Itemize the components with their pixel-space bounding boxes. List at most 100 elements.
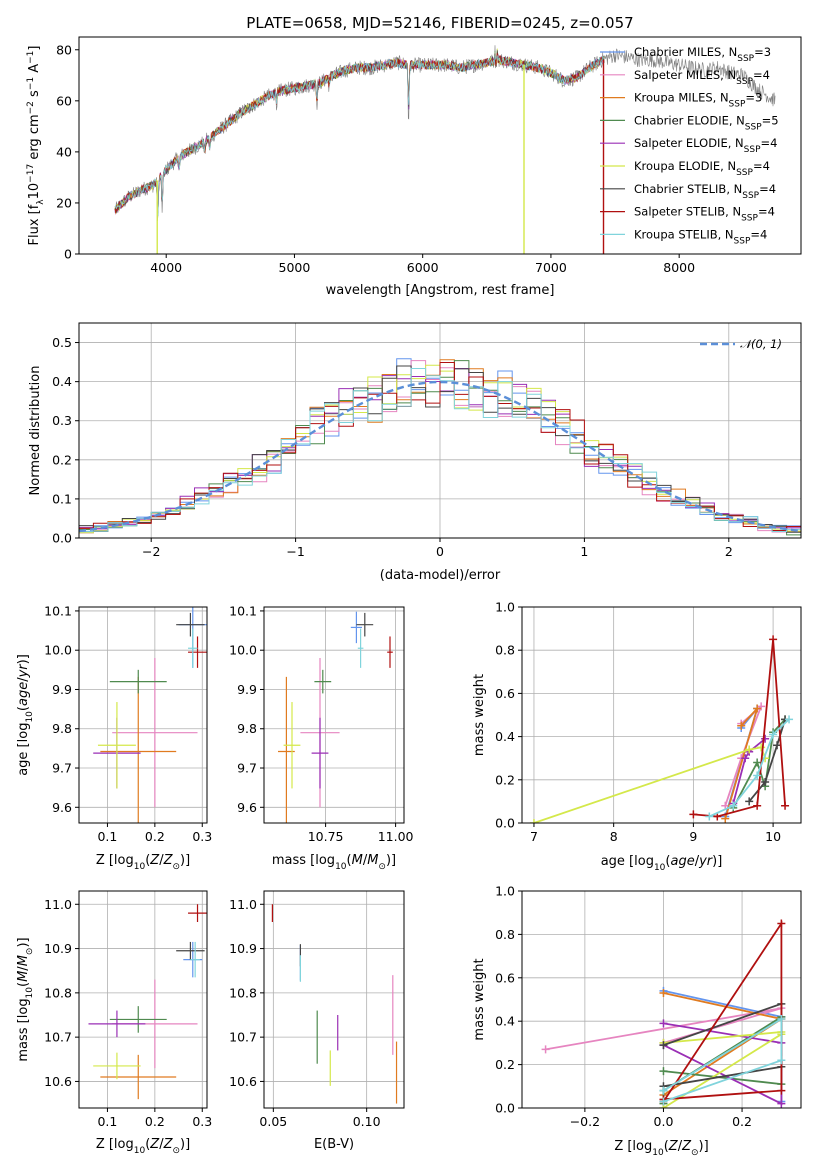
x-tick-label: −1 bbox=[286, 544, 304, 559]
x-tick-label: 0 bbox=[436, 544, 444, 559]
label-part: =4 bbox=[759, 182, 776, 196]
x-tick-label: 0.0 bbox=[654, 1114, 674, 1129]
label-part: )] bbox=[180, 1137, 190, 1152]
weight-series-line bbox=[533, 746, 766, 823]
y-tick-label: 1.0 bbox=[495, 600, 515, 615]
x-tick-label: 0.05 bbox=[259, 1114, 287, 1129]
label-part: 10 bbox=[652, 1148, 664, 1158]
label-part: s bbox=[27, 90, 42, 101]
weight-marker bbox=[729, 801, 738, 810]
y-tick-label: 0.0 bbox=[495, 816, 515, 831]
label-part: −1 bbox=[26, 77, 36, 90]
weight-marker bbox=[773, 741, 782, 750]
label-part: M bbox=[16, 955, 31, 966]
label-part: )] bbox=[712, 854, 722, 869]
y-tick-label: 60 bbox=[56, 93, 72, 108]
x-tick-label: −2 bbox=[142, 544, 160, 559]
y-tick-label: 0.4 bbox=[495, 1014, 515, 1029]
axes-frame bbox=[521, 606, 802, 824]
x-axis-label: wavelength [Angstrom, rest frame] bbox=[326, 283, 555, 298]
label-part: (0, 1) bbox=[751, 337, 782, 351]
y-tick-label: 10.8 bbox=[44, 985, 72, 1000]
y-tick-label: 10.0 bbox=[44, 643, 72, 658]
label-part: / bbox=[363, 853, 368, 868]
y-tick-label: 9.7 bbox=[52, 761, 72, 776]
label-part: ( bbox=[665, 854, 670, 869]
x-tick-label: 4000 bbox=[150, 260, 182, 275]
label-part: Z bbox=[668, 1139, 679, 1154]
label-part: / bbox=[159, 853, 164, 868]
x-tick-label: 0.2 bbox=[145, 1114, 165, 1129]
plot-area-spectrum bbox=[114, 45, 776, 254]
y-tick-label: 10.1 bbox=[44, 603, 72, 618]
legend-entry: 𝒩(0, 1) bbox=[740, 337, 782, 351]
label-part: age bbox=[16, 682, 31, 706]
residual-histogram bbox=[79, 368, 801, 538]
label-part: age [log bbox=[16, 723, 31, 776]
y-tick-label: 0.6 bbox=[495, 686, 515, 701]
weight-marker bbox=[659, 988, 668, 997]
weight-marker bbox=[689, 810, 698, 819]
label-part: Chabrier STELIB, N bbox=[634, 182, 742, 196]
label-part: ⊙ bbox=[691, 1148, 699, 1158]
weight-marker bbox=[705, 812, 714, 821]
axes-mass_vs_EBV: 0.05 0.10 10.6 10.7 10.8 10.9 11.0 E(B-V) bbox=[229, 890, 405, 1152]
label-part: / bbox=[695, 854, 700, 869]
label-part: SSP bbox=[736, 77, 753, 87]
label-part: SSP bbox=[736, 168, 753, 178]
weight-marker bbox=[737, 721, 746, 730]
y-tick-label: 9.7 bbox=[237, 761, 257, 776]
x-tick-label: 9 bbox=[689, 829, 697, 844]
x-tick-label: 0.3 bbox=[192, 829, 212, 844]
y-tick-label: 20 bbox=[56, 195, 72, 210]
legend-entry: Kroupa ELODIE, NSSP=4 bbox=[634, 159, 770, 178]
label-part: =3 bbox=[745, 91, 762, 105]
x-axis-label: mass [log10(M/M⊙)] bbox=[272, 853, 396, 872]
label-part: M bbox=[367, 853, 378, 868]
plot-area-age_vs_mass bbox=[278, 611, 393, 823]
label-part: Z [log bbox=[96, 1137, 134, 1152]
x-tick-label: 1 bbox=[580, 544, 588, 559]
x-tick-label: 2 bbox=[725, 544, 733, 559]
label-part: Z [log bbox=[96, 853, 134, 868]
x-axis-label: Z [log10(Z/Z⊙)] bbox=[96, 853, 190, 872]
weight-marker bbox=[777, 1086, 786, 1095]
label-part: 10 bbox=[25, 987, 35, 999]
label-part: mass [log bbox=[272, 853, 335, 868]
label-part: =4 bbox=[753, 159, 770, 173]
x-tick-label: 10.75 bbox=[308, 829, 344, 844]
label-part: )] bbox=[180, 853, 190, 868]
weight-marker bbox=[753, 704, 762, 713]
y-axis-label: Flux [fλ10−17 erg cm−2 s−1 A−1] bbox=[26, 46, 46, 246]
y-axis-label: Normed distribution bbox=[28, 366, 43, 496]
model-spectrum-line bbox=[114, 51, 605, 216]
y-tick-label: 80 bbox=[56, 42, 72, 57]
label-part: )] bbox=[699, 1139, 709, 1154]
x-axis-label: Z [log10(Z/Z⊙)] bbox=[96, 1137, 190, 1156]
label-part: 10 bbox=[335, 862, 347, 872]
chart-title: PLATE=0658, MJD=52146, FIBERID=0245, z=0… bbox=[246, 14, 633, 32]
y-tick-label: 0.8 bbox=[495, 643, 515, 658]
x-axis-label: E(B-V) bbox=[314, 1137, 354, 1152]
plot-area-age_vs_Z bbox=[93, 607, 207, 823]
y-tick-label: 0.2 bbox=[495, 1057, 515, 1072]
legend-entry: Salpeter STELIB, NSSP=4 bbox=[634, 205, 775, 224]
weight-series-line bbox=[663, 1017, 783, 1103]
label-part: age bbox=[670, 854, 694, 869]
model-spectrum-line bbox=[114, 50, 605, 214]
label-part: Z bbox=[149, 1137, 160, 1152]
legend-entry: Chabrier ELODIE, NSSP=5 bbox=[634, 113, 779, 132]
plot-area-weight_vs_Z bbox=[541, 919, 786, 1108]
axes-frame bbox=[263, 606, 405, 824]
x-tick-label: 8 bbox=[610, 829, 618, 844]
axes-frame bbox=[78, 322, 802, 539]
x-tick-label: 11.00 bbox=[378, 829, 414, 844]
y-tick-label: 0.4 bbox=[52, 374, 72, 389]
label-part: Z bbox=[681, 1139, 692, 1154]
x-axis-label: Z [log10(Z/Z⊙)] bbox=[614, 1139, 708, 1158]
label-part: ] bbox=[27, 46, 42, 51]
label-part: =4 bbox=[750, 227, 767, 241]
y-tick-label: 11.0 bbox=[229, 897, 257, 912]
label-part: ( bbox=[347, 853, 352, 868]
